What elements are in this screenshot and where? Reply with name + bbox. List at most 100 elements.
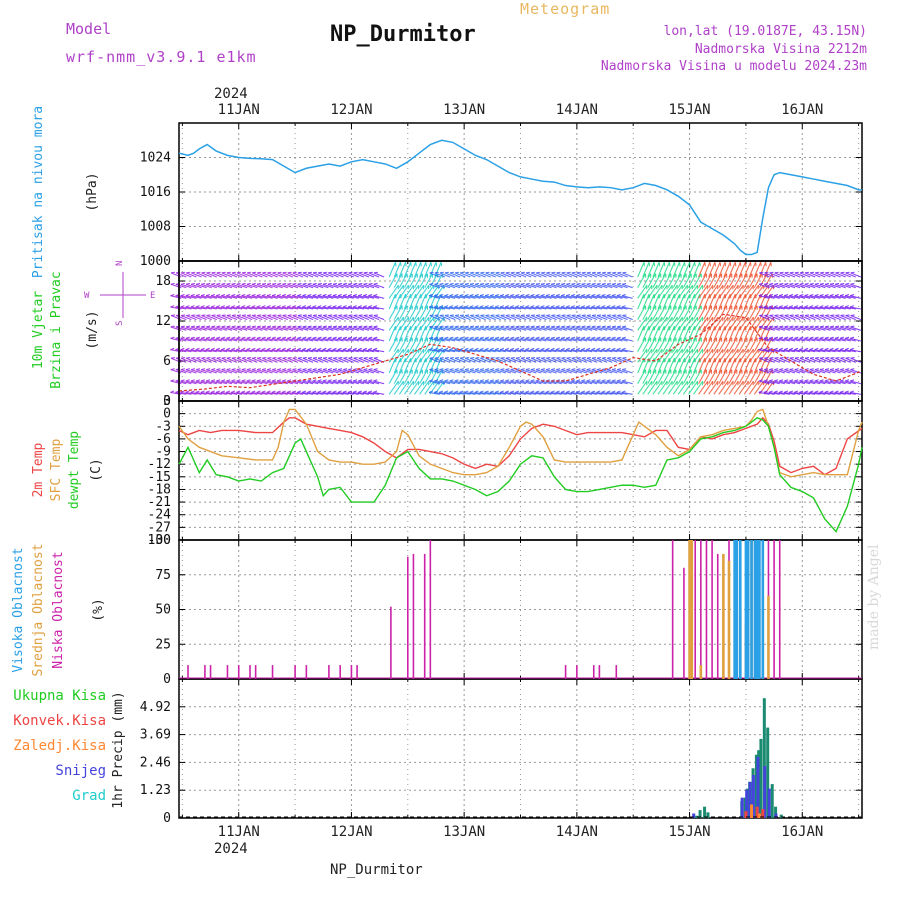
wind-arrow xyxy=(444,380,456,385)
wind-arrow xyxy=(723,380,734,395)
wind-arrow-head xyxy=(322,336,327,339)
wind-arrow-head xyxy=(186,271,191,274)
wind-arrow xyxy=(820,357,831,363)
wind-arrow-head xyxy=(312,325,317,328)
wind-arrow xyxy=(353,357,365,363)
wind-arrow xyxy=(180,391,192,395)
wind-arrow xyxy=(758,349,770,353)
wind-arrow-head xyxy=(302,336,307,339)
wind-arrow-head xyxy=(333,314,338,317)
wind-arrow-head xyxy=(282,325,287,328)
wind-arrow xyxy=(175,283,187,289)
precip-bar xyxy=(692,813,696,818)
wind-arrow xyxy=(276,391,288,395)
wind-arrow-head xyxy=(236,379,241,382)
wind-arrow xyxy=(277,272,288,278)
wind-arrow-head xyxy=(581,271,586,274)
wind-arrow-head xyxy=(576,379,581,382)
wind-arrow xyxy=(215,349,227,353)
wind-arrow xyxy=(566,315,578,321)
wind-arrow xyxy=(576,369,588,374)
wind-arrow xyxy=(297,349,309,353)
pressure-line xyxy=(178,139,862,256)
wind-arrow-head xyxy=(591,390,596,393)
wind-arrow xyxy=(596,326,608,331)
precip-bar xyxy=(762,698,766,818)
cloud-bar xyxy=(683,567,685,679)
wind-arrow-head xyxy=(180,368,185,371)
wind-arrow xyxy=(226,295,238,299)
cloud-ylabel: (%) xyxy=(91,598,106,621)
wind-arrow xyxy=(190,306,202,310)
wind-arrow xyxy=(470,357,481,363)
wind-arrow-head xyxy=(586,314,591,317)
wind-arrow xyxy=(342,349,354,353)
wind-arrow-head xyxy=(825,357,830,359)
wind-arrow-head xyxy=(317,379,322,382)
wind-arrow xyxy=(612,357,623,363)
wind-arrow-head xyxy=(586,305,591,308)
cloud-bar xyxy=(237,665,240,679)
wind-arrow xyxy=(327,391,339,395)
wind-arrow xyxy=(743,316,754,331)
wind-arrow xyxy=(464,380,476,385)
wind-arrow xyxy=(444,337,456,342)
wind-arrow-head xyxy=(835,282,840,285)
wind-arrow xyxy=(733,348,744,363)
wind-arrow xyxy=(266,295,278,299)
wind-arrow xyxy=(287,283,299,289)
wind-arrow-head xyxy=(799,314,804,317)
wind-arrow xyxy=(769,272,780,278)
wind-arrow xyxy=(495,295,506,299)
wind-arrow-head xyxy=(236,305,241,308)
wind-arrow-head xyxy=(190,390,195,393)
wind-arrow-head xyxy=(804,390,809,393)
wind-arrow xyxy=(205,349,217,353)
wind-arrow xyxy=(292,357,304,363)
wind-arrow xyxy=(469,391,481,395)
wind-arrow-head xyxy=(556,325,561,328)
pressure-side-label: Pritisak na nivou mora xyxy=(31,106,46,278)
wind-arrow-head xyxy=(495,293,500,297)
cloud-bar xyxy=(187,665,189,679)
wind-arrow xyxy=(464,283,476,289)
wind-arrow xyxy=(414,369,423,384)
wind-arrow-head xyxy=(211,271,216,274)
wind-arrow xyxy=(581,349,593,353)
wind-arrow xyxy=(824,306,836,310)
wind-arrow-head xyxy=(292,368,297,371)
cloud-bar xyxy=(350,665,353,679)
wind-arrow xyxy=(835,369,846,374)
wind-arrow xyxy=(373,369,385,374)
top-date-label: 14JAN xyxy=(556,102,598,118)
wind-arrow-head xyxy=(480,368,485,371)
wind-arrow xyxy=(454,283,466,289)
wind-arrow xyxy=(520,337,532,342)
wind-arrow-head xyxy=(581,325,586,328)
wind-arrow-head xyxy=(205,336,211,339)
y-tick-label: -15 xyxy=(148,470,171,485)
wind-arrow xyxy=(591,326,603,331)
wind-arrow-head xyxy=(834,347,839,351)
wind-arrow xyxy=(576,272,588,278)
wind-arrow xyxy=(408,294,417,310)
wind-arrow xyxy=(236,369,248,374)
cloud-bar xyxy=(305,665,308,679)
wind-arrow xyxy=(784,349,796,353)
wind-arrow xyxy=(551,283,562,289)
temp-side-label: dewpt Temp xyxy=(67,431,82,509)
wind-arrow xyxy=(611,326,623,331)
wind-arrow-head xyxy=(328,314,333,317)
wind-arrow-head xyxy=(428,305,434,308)
wind-arrow xyxy=(484,349,496,353)
precip-bar xyxy=(745,789,749,818)
wind-arrow-head xyxy=(317,282,322,285)
wind-arrow xyxy=(317,391,329,395)
wind-arrow-head xyxy=(236,325,241,328)
wind-arrow xyxy=(485,357,496,363)
wind-arrow-head xyxy=(256,347,261,351)
wind-arrow xyxy=(398,284,409,299)
wind-arrow-head xyxy=(814,336,819,339)
wind-arrow-head xyxy=(819,368,825,371)
wind-arrow xyxy=(601,306,613,310)
